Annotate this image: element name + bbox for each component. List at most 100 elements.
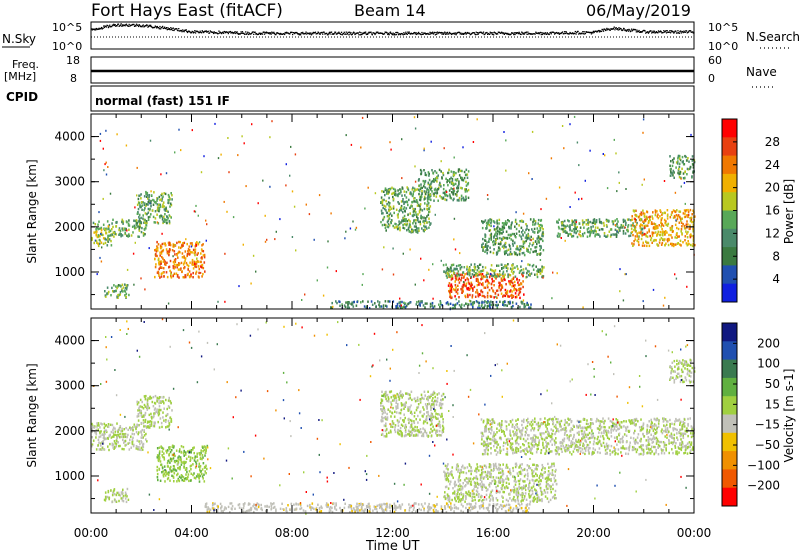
power-cell bbox=[640, 218, 642, 222]
noise-point bbox=[542, 32, 544, 34]
velocity-cell bbox=[144, 418, 147, 422]
power-cell bbox=[478, 293, 481, 296]
power-cell bbox=[144, 233, 146, 236]
noise-point bbox=[146, 24, 148, 26]
noise-point bbox=[186, 31, 189, 34]
power-cell bbox=[430, 222, 432, 225]
power-cell bbox=[190, 273, 192, 276]
noise-point bbox=[141, 26, 143, 28]
power-cell bbox=[397, 224, 400, 227]
power-cell bbox=[491, 277, 493, 281]
velocity-cell bbox=[112, 490, 115, 493]
noise-point bbox=[107, 26, 110, 29]
power-cell bbox=[514, 218, 517, 222]
power-cell bbox=[532, 218, 535, 221]
velocity-cell bbox=[151, 400, 154, 404]
velocity-cell bbox=[170, 458, 172, 461]
power-cell bbox=[226, 210, 228, 213]
velocity-cell bbox=[127, 428, 129, 431]
power-cell bbox=[514, 266, 516, 269]
power-cell bbox=[520, 265, 522, 268]
noise-point bbox=[267, 32, 269, 34]
power-cell bbox=[533, 231, 536, 234]
power-cell bbox=[656, 210, 658, 213]
power-cell bbox=[389, 202, 391, 205]
power-cell bbox=[671, 158, 674, 162]
power-cell bbox=[469, 269, 472, 272]
power-cell bbox=[691, 159, 694, 162]
power-cell bbox=[412, 207, 414, 211]
noise-point bbox=[519, 33, 522, 35]
velocity-cell bbox=[202, 446, 204, 449]
noise-point bbox=[95, 27, 97, 30]
power-cell bbox=[493, 273, 496, 277]
power-cell bbox=[620, 223, 623, 227]
velocity-cell bbox=[121, 490, 124, 494]
power-cell bbox=[664, 296, 666, 299]
power-cell bbox=[384, 207, 386, 211]
noise-point bbox=[311, 32, 313, 34]
power-cell bbox=[490, 300, 492, 303]
velocity-cell bbox=[139, 405, 142, 408]
power-cell bbox=[459, 169, 462, 173]
power-cell bbox=[448, 274, 450, 277]
velocity-cell bbox=[156, 454, 159, 457]
power-cell bbox=[688, 227, 691, 231]
power-cell bbox=[481, 226, 484, 230]
power-cell bbox=[452, 269, 455, 272]
power-cell bbox=[382, 304, 385, 307]
power-cell bbox=[390, 148, 392, 151]
power-cell bbox=[593, 219, 596, 222]
noise-point bbox=[522, 33, 524, 35]
power-cell bbox=[478, 270, 480, 273]
power-cell bbox=[508, 302, 510, 305]
power-cell bbox=[475, 274, 477, 277]
power-cell bbox=[611, 220, 614, 223]
power-cell bbox=[169, 269, 171, 273]
power-cell bbox=[537, 218, 540, 222]
power-cell bbox=[539, 272, 542, 275]
power-cell bbox=[107, 237, 110, 241]
power-cell bbox=[689, 224, 691, 227]
velocity-cell bbox=[137, 414, 140, 417]
power-cell bbox=[105, 229, 107, 232]
power-cell bbox=[433, 180, 435, 183]
noise-point bbox=[160, 28, 162, 30]
power-cell bbox=[552, 271, 554, 274]
power-cell bbox=[674, 223, 677, 226]
power-cell bbox=[398, 220, 400, 223]
noise-point bbox=[515, 32, 517, 34]
power-cell bbox=[674, 216, 676, 219]
velocity-cell bbox=[167, 419, 170, 423]
power-cell bbox=[470, 275, 473, 279]
power-cell bbox=[386, 203, 388, 206]
power-cell bbox=[110, 244, 113, 247]
noise-point bbox=[245, 31, 247, 33]
velocity-cell bbox=[114, 427, 116, 430]
colorbar-tick-label: 24 bbox=[765, 158, 780, 172]
power-cell bbox=[430, 181, 433, 184]
power-cell bbox=[518, 230, 520, 233]
velocity-cell bbox=[200, 449, 202, 452]
power-cell bbox=[383, 215, 386, 219]
power-cell bbox=[432, 306, 434, 309]
power-cell bbox=[100, 231, 103, 234]
power-cell bbox=[99, 139, 102, 142]
power-cell bbox=[452, 288, 455, 291]
velocity-cell bbox=[180, 458, 182, 461]
power-cell bbox=[522, 271, 525, 274]
velocity-cell bbox=[108, 448, 110, 452]
noise-point bbox=[507, 33, 509, 36]
noise-point bbox=[494, 32, 496, 34]
power-cell bbox=[557, 225, 560, 229]
power-cell bbox=[318, 194, 321, 197]
noise-point bbox=[248, 32, 250, 34]
noise-point bbox=[365, 33, 367, 36]
power-cell bbox=[168, 253, 170, 257]
power-cell bbox=[156, 203, 159, 206]
noise-point bbox=[401, 33, 404, 35]
power-cell bbox=[482, 242, 484, 245]
velocity-cell bbox=[198, 476, 200, 479]
power-cell bbox=[488, 275, 491, 279]
power-cell bbox=[163, 242, 165, 245]
